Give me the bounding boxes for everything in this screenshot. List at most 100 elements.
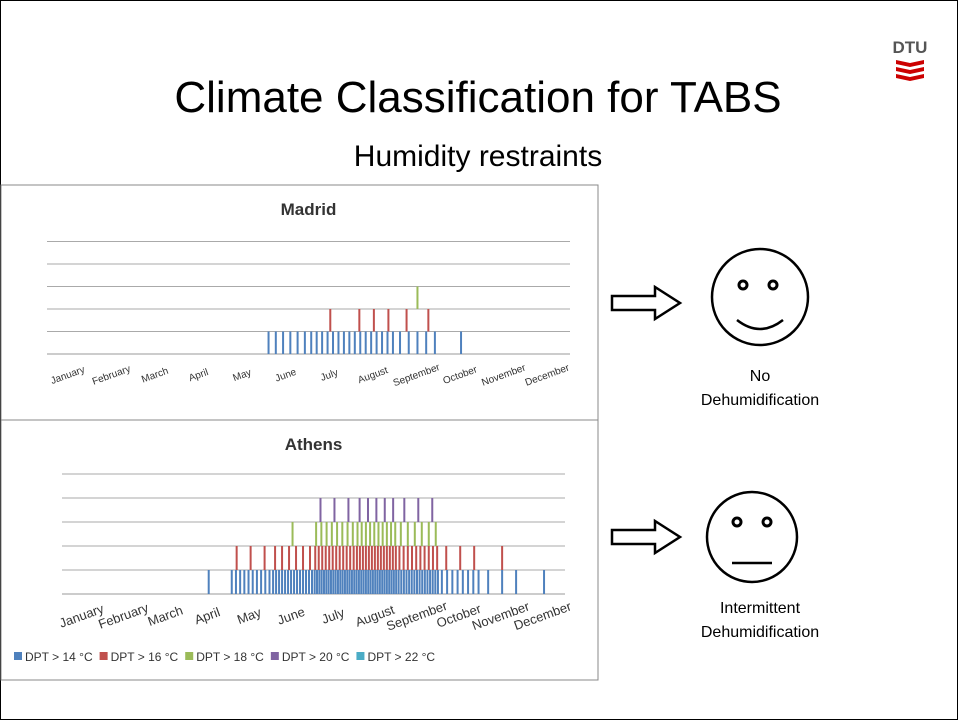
- stripe: [383, 570, 386, 594]
- stripe: [315, 570, 318, 594]
- stripe: [358, 546, 361, 570]
- stripe-group: [274, 546, 312, 570]
- chart-frame: [0, 184, 599, 421]
- stripe: [364, 331, 367, 354]
- stripe: [339, 570, 342, 594]
- stripe: [394, 522, 397, 546]
- stripe: [385, 570, 388, 594]
- stripe: [364, 570, 367, 594]
- stripe: [420, 522, 423, 546]
- stripe: [360, 522, 363, 546]
- stripe: [296, 331, 299, 354]
- stripe: [322, 570, 325, 594]
- stripe: [355, 570, 358, 594]
- logo-text: DTU: [893, 38, 928, 57]
- stripe-group: [397, 570, 439, 594]
- stripe: [359, 331, 362, 354]
- stripe: [415, 546, 418, 570]
- result-label: Intermittent Dehumidification: [701, 600, 819, 641]
- stripe: [440, 570, 443, 594]
- stripe: [274, 331, 277, 354]
- chart-title: Athens: [285, 435, 343, 454]
- stripe: [317, 546, 320, 570]
- stripe: [427, 309, 430, 332]
- stripe: [357, 570, 360, 594]
- stripe: [362, 570, 365, 594]
- stripe: [296, 570, 299, 594]
- stripe: [436, 570, 439, 594]
- stripe-group: [487, 570, 518, 594]
- legend-label: DPT > 18 °C: [196, 650, 264, 664]
- stripe-group: [416, 286, 419, 309]
- stripe: [329, 309, 332, 332]
- stripe: [247, 570, 250, 594]
- stripe-group: [315, 522, 354, 546]
- stripe: [268, 570, 271, 594]
- stripe: [352, 546, 355, 570]
- stripe: [303, 331, 306, 354]
- stripe: [411, 546, 414, 570]
- result-word: Dehumidification: [701, 624, 819, 641]
- stripe: [295, 546, 298, 570]
- stripe: [325, 570, 328, 594]
- stripe: [381, 331, 384, 354]
- stripe: [543, 570, 546, 594]
- stripe: [318, 570, 321, 594]
- stripe: [377, 522, 380, 546]
- result-word: Dehumidification: [701, 392, 819, 409]
- stripe-group: [230, 570, 271, 594]
- stripe: [321, 546, 324, 570]
- stripe: [230, 570, 233, 594]
- stripe: [288, 546, 291, 570]
- stripe: [456, 570, 459, 594]
- stripe: [373, 546, 376, 570]
- stripe: [364, 546, 367, 570]
- stripe-group: [356, 522, 397, 546]
- slide-subtitle: Humidity restraints: [354, 140, 602, 173]
- stripe: [385, 546, 388, 570]
- stripe: [278, 570, 281, 594]
- stripe: [407, 331, 410, 354]
- result-word: Intermittent: [720, 600, 801, 617]
- stripe-group: [291, 522, 294, 546]
- stripe: [392, 570, 395, 594]
- stripe: [348, 331, 351, 354]
- stripe: [431, 546, 434, 570]
- stripe: [309, 546, 312, 570]
- stripe: [415, 570, 418, 594]
- stripe-group: [355, 570, 398, 594]
- stripe: [342, 546, 345, 570]
- stripe: [274, 546, 277, 570]
- stripe: [371, 570, 374, 594]
- stripe: [416, 286, 419, 309]
- stripe-group: [399, 522, 437, 546]
- stripe: [263, 546, 266, 570]
- stripe: [319, 498, 322, 522]
- stripe: [281, 570, 284, 594]
- stripe: [405, 570, 408, 594]
- stripe: [289, 331, 292, 354]
- stripe: [413, 570, 416, 594]
- stripe-group: [310, 331, 351, 354]
- stripe: [342, 331, 345, 354]
- stripe: [249, 546, 252, 570]
- stripe: [391, 546, 394, 570]
- stripe: [391, 331, 394, 354]
- stripe-group: [267, 331, 306, 354]
- stripe: [290, 570, 293, 594]
- result-label: No Dehumidification: [701, 368, 819, 409]
- stripe: [427, 546, 430, 570]
- stripe-group: [355, 546, 397, 570]
- stripe: [347, 498, 350, 522]
- stripe: [387, 309, 390, 332]
- stripe: [325, 522, 328, 546]
- stripe: [320, 570, 323, 594]
- stripe: [419, 546, 422, 570]
- stripe: [426, 570, 429, 594]
- stripe: [353, 570, 356, 594]
- stripe: [353, 331, 356, 354]
- stripe: [381, 570, 384, 594]
- stripe: [501, 570, 504, 594]
- stripe: [264, 570, 267, 594]
